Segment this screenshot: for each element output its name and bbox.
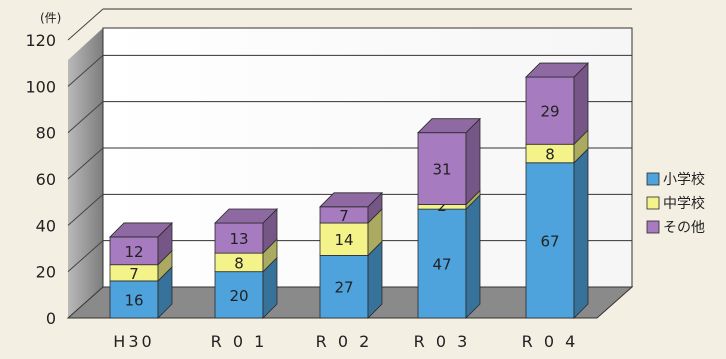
side-wall bbox=[68, 28, 103, 318]
data-label: 7 bbox=[339, 207, 349, 225]
bar-segment: 29 bbox=[525, 62, 589, 146]
data-label: 2 bbox=[437, 197, 447, 215]
data-label: 47 bbox=[432, 256, 451, 274]
gridline-side bbox=[67, 8, 104, 41]
legend-swatch bbox=[646, 220, 660, 234]
bar-segment: 20 bbox=[214, 256, 278, 319]
data-label: 20 bbox=[229, 287, 248, 305]
bar-front bbox=[319, 222, 369, 256]
x-tick-label: R 0 2 bbox=[316, 332, 373, 351]
bar-top bbox=[319, 192, 383, 208]
x-tick-label: H30 bbox=[113, 332, 154, 351]
bar-side bbox=[465, 117, 481, 206]
data-label: 31 bbox=[432, 161, 451, 179]
bar-top bbox=[525, 62, 589, 78]
data-label: 27 bbox=[334, 279, 353, 297]
x-tick-label: R 0 4 bbox=[522, 332, 579, 351]
bar-segment: 27 bbox=[319, 240, 383, 319]
data-label: 14 bbox=[334, 231, 353, 249]
y-tick-label: 80 bbox=[36, 124, 56, 143]
x-axis: H30 R 0 1 R 0 2 R 0 3 R 0 4 bbox=[113, 332, 579, 351]
data-label: 13 bbox=[229, 230, 248, 248]
x-tick-label: R 0 1 bbox=[211, 332, 268, 351]
bar-front bbox=[525, 76, 575, 145]
bars: 16 7 12 20 8 13 27 14 7 47 2 31 67 8 29 bbox=[109, 62, 589, 319]
gridline-side bbox=[67, 54, 104, 87]
bar-side bbox=[465, 194, 481, 319]
bar-segment: 13 bbox=[214, 208, 278, 255]
y-unit-label: (件) bbox=[40, 11, 61, 25]
y-tick-label: 120 bbox=[25, 31, 56, 50]
bar-top bbox=[214, 208, 278, 224]
y-axis: 0 20 40 60 80 100 120 bbox=[25, 31, 56, 328]
legend-label: その他 bbox=[663, 220, 705, 236]
y-tick-label: 60 bbox=[36, 170, 56, 189]
bar-segment: 47 bbox=[417, 194, 481, 319]
data-label: 29 bbox=[540, 103, 559, 121]
bar-segment: 67 bbox=[525, 147, 589, 319]
data-label: 16 bbox=[124, 291, 143, 309]
bar-side bbox=[573, 147, 589, 319]
bar-segment: 14 bbox=[319, 208, 383, 257]
bar-segment: 12 bbox=[109, 221, 173, 266]
bar-front bbox=[417, 132, 467, 205]
bar-front bbox=[417, 208, 467, 319]
bar-top bbox=[417, 118, 481, 134]
bar-top bbox=[109, 222, 173, 238]
bar-front bbox=[214, 271, 264, 319]
bar-segment: 8 bbox=[525, 129, 589, 164]
gridline-side bbox=[67, 240, 104, 273]
legend-swatch bbox=[646, 196, 660, 210]
legend-item: その他 bbox=[646, 220, 705, 236]
data-label: 12 bbox=[124, 243, 143, 261]
y-tick-label: 20 bbox=[36, 263, 56, 282]
gridline-side bbox=[67, 193, 104, 226]
bar-segment: 31 bbox=[417, 117, 481, 206]
gridline-side bbox=[67, 101, 104, 134]
legend-label: 小学校 bbox=[663, 171, 705, 188]
data-label: 8 bbox=[545, 146, 555, 164]
bar-segment: 7 bbox=[319, 191, 383, 225]
data-label: 8 bbox=[234, 254, 244, 272]
legend-label: 中学校 bbox=[663, 195, 705, 212]
legend-item: 小学校 bbox=[646, 171, 705, 188]
data-label: 7 bbox=[129, 265, 139, 283]
bar-front bbox=[214, 222, 264, 254]
legend-item: 中学校 bbox=[646, 195, 705, 212]
x-tick-label: R 0 3 bbox=[414, 332, 471, 351]
bar-segment: 8 bbox=[214, 238, 278, 273]
legend-swatch bbox=[646, 172, 660, 186]
y-tick-label: 40 bbox=[36, 216, 56, 235]
data-label: 67 bbox=[540, 232, 559, 250]
bar-front bbox=[525, 162, 575, 319]
y-tick-label: 100 bbox=[25, 77, 56, 96]
gridline-side bbox=[67, 147, 104, 180]
y-tick-label: 0 bbox=[46, 309, 56, 328]
